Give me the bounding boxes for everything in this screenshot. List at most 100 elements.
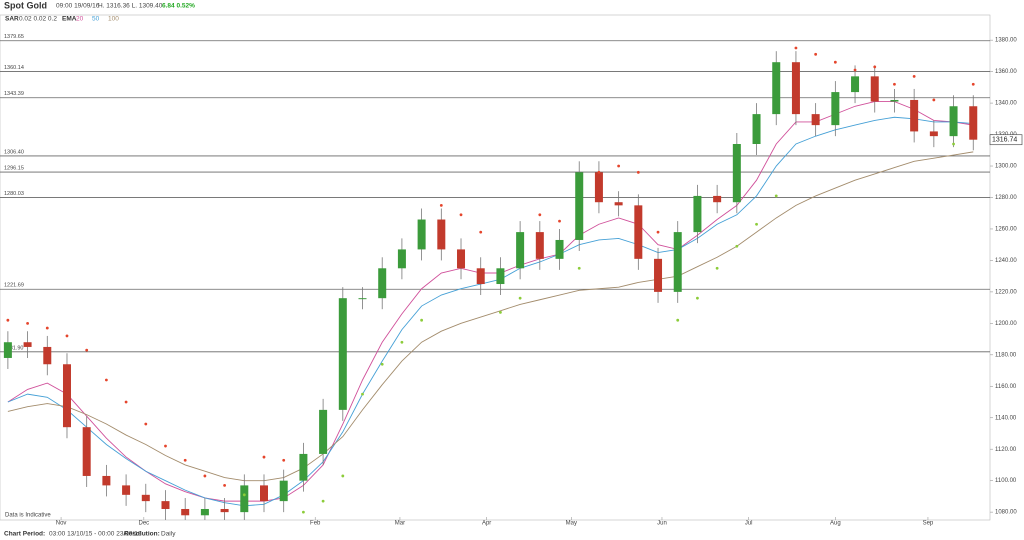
- level-label: 1343.39: [4, 91, 24, 97]
- level-label: 1379.65: [4, 34, 24, 40]
- candle-body: [811, 114, 820, 126]
- sar-dot: [26, 321, 29, 325]
- high-low: H. 1316.36 L. 1309.40: [98, 3, 163, 10]
- candle-body: [890, 99, 899, 102]
- sar-dot: [380, 362, 384, 366]
- resolution-label: Resolution:: [124, 531, 160, 538]
- candle-body: [122, 485, 131, 495]
- y-tick-label: 1380.00: [995, 38, 1017, 44]
- sar-dot: [538, 213, 542, 217]
- x-tick-label: Feb: [310, 521, 321, 527]
- candle-body: [713, 195, 722, 203]
- candle-body: [220, 508, 229, 513]
- y-tick-label: 1340.00: [995, 101, 1017, 107]
- candle-body: [62, 364, 71, 428]
- sar-dot: [696, 296, 699, 300]
- sar-dot: [144, 422, 148, 426]
- candle-body: [141, 494, 150, 502]
- sar-dot: [183, 458, 187, 462]
- candle-body: [299, 453, 308, 481]
- x-tick-label: May: [566, 521, 577, 527]
- y-tick-label: 1240.00: [995, 258, 1017, 264]
- y-tick-label: 1180.00: [995, 352, 1017, 358]
- x-tick-label: Mar: [395, 521, 405, 527]
- candle-body: [240, 485, 249, 513]
- candle-body: [3, 342, 12, 358]
- sar-dot: [400, 340, 404, 344]
- plot-frame: [0, 14, 991, 521]
- candle-body: [358, 298, 367, 300]
- candle-body: [851, 76, 860, 93]
- sar-dot: [459, 213, 463, 217]
- y-tick-label: 1120.00: [995, 447, 1017, 453]
- sar-dot: [617, 164, 621, 168]
- candle-body: [831, 92, 840, 126]
- legend-entry: 20: [76, 16, 84, 23]
- plot-area: [3, 46, 978, 520]
- candle-body: [417, 219, 426, 250]
- x-tick-label: Apr: [482, 521, 491, 527]
- sar-dot: [873, 65, 877, 69]
- sar-dot: [656, 230, 660, 234]
- candle-body: [772, 62, 781, 115]
- candle-body: [82, 427, 91, 476]
- candle-body: [910, 99, 919, 132]
- sar-dot: [439, 203, 443, 207]
- candle-body: [575, 172, 584, 240]
- sar-dot: [755, 222, 758, 226]
- ema-label: EMA: [62, 16, 77, 23]
- candle-body: [791, 62, 800, 115]
- x-tick-label: Nov: [56, 521, 67, 527]
- sar-dot: [833, 60, 837, 64]
- candle-body: [752, 114, 761, 145]
- sar-dot: [735, 244, 739, 248]
- candle-body: [23, 342, 32, 347]
- candle-body: [870, 76, 879, 102]
- sar-dot: [302, 510, 305, 514]
- candle-body: [161, 501, 170, 509]
- level-label: 1296.15: [4, 166, 24, 172]
- x-tick-label: Aug: [830, 521, 841, 527]
- sar-dot: [341, 474, 345, 478]
- candle-body: [43, 346, 52, 365]
- price-box: [989, 134, 1023, 146]
- y-tick-label: 1080.00: [995, 510, 1017, 516]
- x-tick-label: Jul: [745, 521, 753, 527]
- sar-label: SAR: [5, 16, 19, 23]
- candle-body: [476, 268, 485, 285]
- legend-entry: 100: [108, 16, 119, 23]
- x-tick-label: Sep: [923, 521, 934, 527]
- sar-dot: [597, 170, 601, 174]
- y-tick-label: 1140.00: [995, 415, 1017, 421]
- candle-body: [200, 508, 209, 516]
- sar-dot: [479, 230, 483, 234]
- level-label: 1221.69: [4, 283, 24, 289]
- sar-dot: [499, 310, 502, 314]
- ema-line: [7, 116, 974, 507]
- candle-body: [496, 268, 505, 285]
- resolution: Daily: [161, 531, 176, 538]
- candle-body: [181, 508, 190, 516]
- sar-dot: [794, 46, 798, 50]
- sar-dot: [853, 68, 857, 72]
- candle-body: [397, 249, 406, 269]
- sar-dot: [893, 82, 896, 86]
- candle-body: [673, 232, 682, 292]
- y-tick-label: 1260.00: [995, 227, 1017, 233]
- sar-dot: [676, 318, 680, 322]
- candle-body: [516, 232, 525, 269]
- candle-body: [535, 232, 544, 259]
- sar-dot: [814, 52, 818, 56]
- candle-body: [929, 131, 938, 137]
- sar-dot: [420, 318, 424, 322]
- sar-dot: [104, 378, 108, 382]
- current-price: 1316.74: [992, 137, 1017, 144]
- sar-dot: [952, 142, 955, 146]
- sar-dot: [774, 194, 778, 198]
- y-tick-label: 1220.00: [995, 289, 1017, 295]
- note: Data is Indicative: [5, 513, 51, 519]
- sar-dot: [65, 334, 69, 338]
- sar-dot: [164, 444, 167, 448]
- candle-body: [279, 480, 288, 502]
